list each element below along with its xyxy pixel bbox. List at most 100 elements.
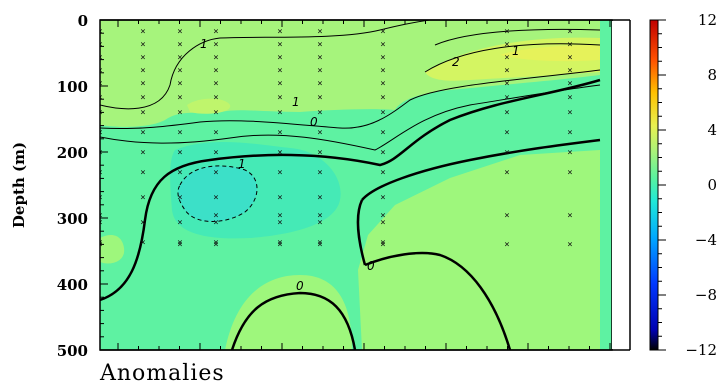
sample-mark: × [213,148,218,158]
sample-mark: × [177,66,182,76]
sample-mark: × [177,168,182,178]
sample-mark: × [97,79,102,89]
sample-mark: × [317,53,322,63]
sample-mark: × [97,240,102,250]
sample-mark: × [97,40,102,50]
fill-positive-blob [187,98,231,114]
sample-mark: × [277,238,282,248]
sample-mark: × [277,193,282,203]
sample-mark: × [277,240,282,250]
footer-label: Anomalies [99,361,225,385]
contour-line-1c [100,84,601,151]
sample-mark: × [177,79,182,89]
sample-mark: × [380,128,385,138]
contour-label-2: 2 [452,55,460,69]
ytick-label-400: 400 [57,276,88,294]
sample-mark: × [213,211,218,221]
colorbar-label-neg4: −4 [695,231,717,249]
contour-label-0a: 0 [310,115,318,129]
sample-mark: × [567,168,572,178]
contour-line-0e [230,291,357,350]
sample-mark: × [567,128,572,138]
sample-mark: × [567,66,572,76]
sample-mark: × [213,27,218,37]
contour-label-1b: 1 [512,44,520,58]
sample-mark: × [213,193,218,203]
contour-line-0a [100,78,601,302]
sample-mark: × [277,66,282,76]
sample-mark: × [317,193,322,203]
sample-mark: × [504,240,509,250]
sample-mark: × [140,168,145,178]
sample-mark: × [277,148,282,158]
sample-mark: × [380,66,385,76]
fill-negative-core [177,165,258,222]
sample-mark: × [380,240,385,250]
sample-mark: × [504,128,509,138]
contour-label-0c: 0 [296,279,304,293]
sample-mark: × [213,53,218,63]
sample-mark: × [140,128,145,138]
sample-mark: × [140,218,145,228]
sample-mark: × [213,79,218,89]
plot-blank-strip [612,21,629,349]
sample-mark: × [140,148,145,158]
sample-mark: × [177,108,182,118]
sample-mark: × [567,53,572,63]
sample-mark: × [504,27,509,37]
sample-mark: × [380,168,385,178]
sample-mark: × [567,40,572,50]
sample-mark: × [504,79,509,89]
sample-mark: × [177,128,182,138]
fill-positive-bottom [225,275,352,350]
sample-mark: × [140,79,145,89]
sample-mark: × [277,93,282,103]
sample-mark: × [317,238,322,248]
contour-line-1a [100,20,431,110]
sample-mark: × [97,193,102,203]
fill-positive-3 [500,45,600,62]
plot-area: × × × × × × × × × × × × × × × × × × × × × × × × × × × × × × × × × × × × × × × ×… [97,20,612,350]
sample-mark: × [277,79,282,89]
sample-mark: × [504,148,509,158]
sample-mark: × [140,93,145,103]
sample-mark: × [380,238,385,248]
sample-mark: × [213,66,218,76]
sample-mark: × [317,79,322,89]
sample-mark: × [380,93,385,103]
contour-line-2b [424,43,601,73]
sample-mark: × [177,218,182,228]
sample-mark: × [504,66,509,76]
sample-mark: × [277,27,282,37]
fill-positive-top [100,20,600,127]
sample-mark: × [177,27,182,37]
sample-mark: × [567,240,572,250]
sample-mark: × [97,66,102,76]
sample-mark: × [317,148,322,158]
sample-mark: × [177,93,182,103]
sample-mark: × [97,148,102,158]
sample-mark: × [97,211,102,221]
sample-mark: × [504,168,509,178]
sample-mark: × [177,193,182,203]
axis-ticks [100,19,611,351]
contour-line-1b [100,69,601,130]
sample-mark: × [504,40,509,50]
sample-mark: × [177,238,182,248]
colorbar [649,19,659,351]
ytick-label-300: 300 [57,210,88,228]
sample-mark: × [317,240,322,250]
sample-mark: × [317,66,322,76]
sample-mark: × [213,108,218,118]
sample-mark: × [177,40,182,50]
fill-positive-right [358,150,600,350]
contour-label-0b: 0 [367,259,375,273]
colorbar-label-neg8: −8 [695,286,717,304]
sample-mark: × [177,240,182,250]
sample-mark: × [140,193,145,203]
ytick-label-500: 500 [57,342,88,360]
sample-mark: × [380,79,385,89]
sample-mark: × [277,168,282,178]
sample-mark: × [97,93,102,103]
sample-mark: × [317,93,322,103]
